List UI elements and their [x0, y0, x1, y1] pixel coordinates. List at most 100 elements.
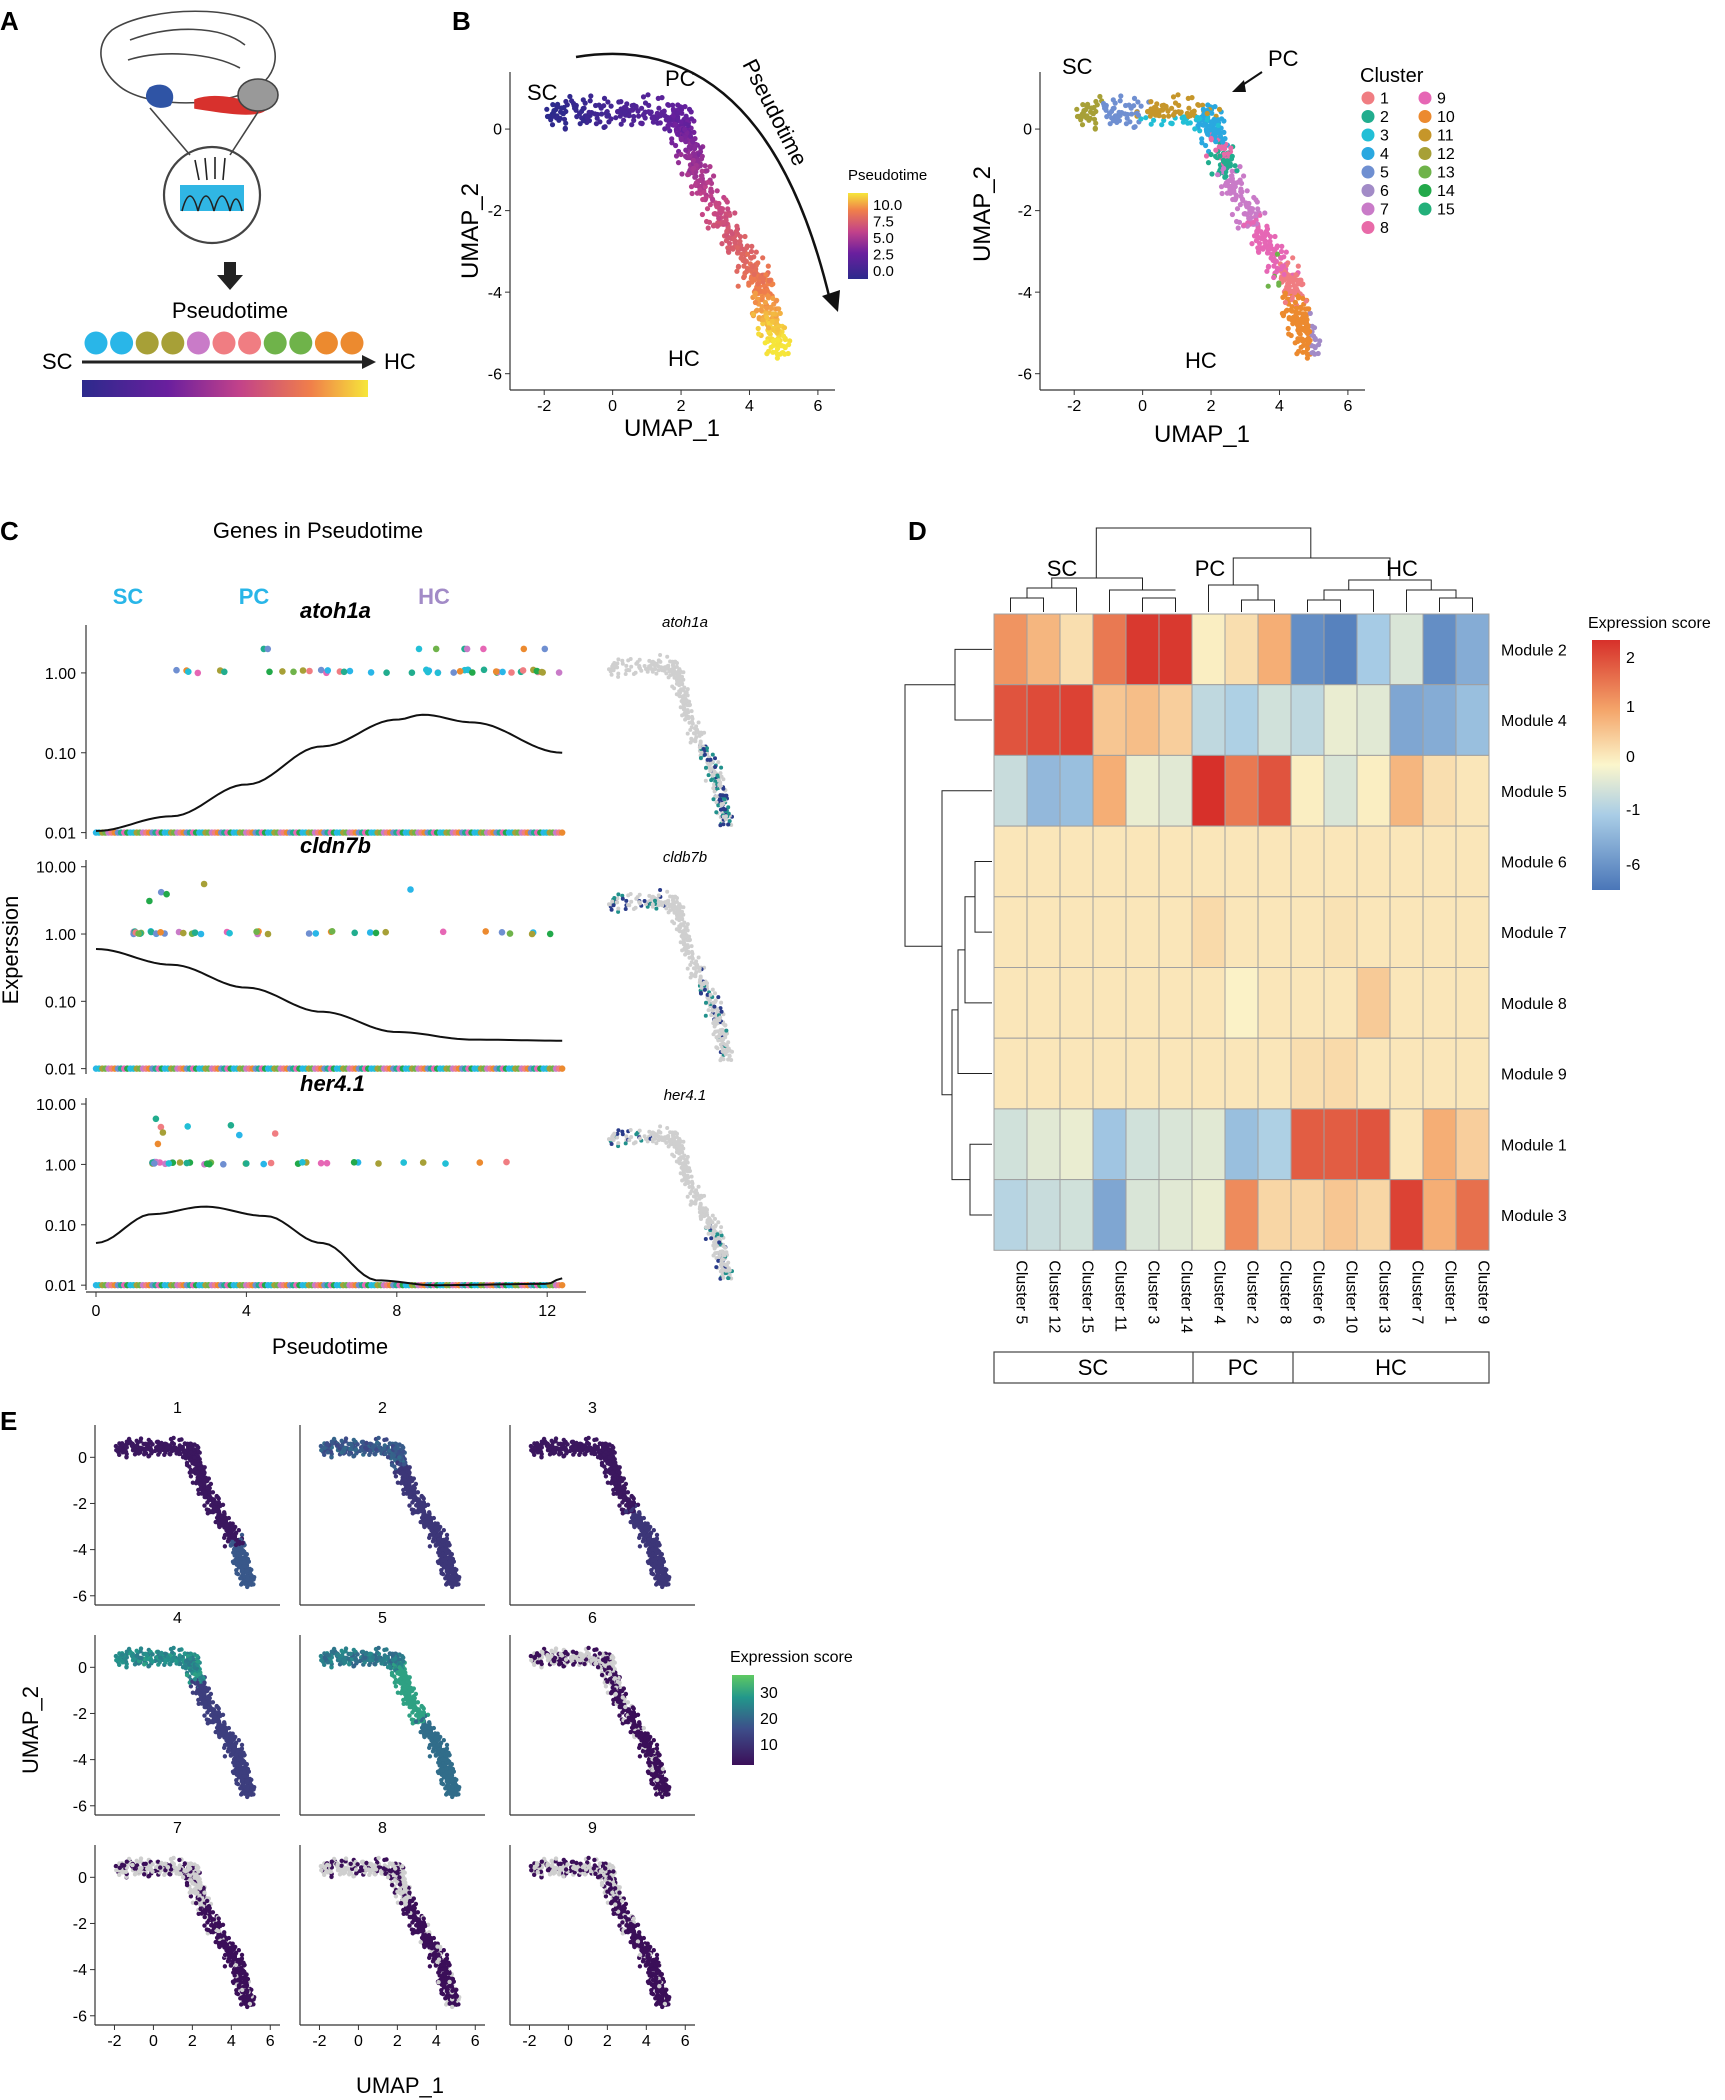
- umap-point: [586, 109, 592, 115]
- umap-point: [588, 93, 594, 99]
- column-label: Cluster 1: [1442, 1260, 1459, 1324]
- heatmap-cell: [1455, 1108, 1490, 1181]
- umap-point: [159, 1440, 164, 1446]
- legend-swatch: [1418, 147, 1432, 160]
- cell-point: [157, 929, 164, 936]
- umap-point: [1279, 243, 1285, 249]
- pc-pointer-head: [1232, 80, 1246, 92]
- mini-point: [702, 752, 707, 757]
- umap-point: [1117, 98, 1123, 104]
- umap-point: [213, 1519, 218, 1525]
- cell-point: [407, 886, 414, 893]
- umap-point: [1299, 318, 1305, 324]
- mini-point: [623, 672, 628, 676]
- mini-point: [690, 1179, 694, 1184]
- y-axis-label: UMAP_2: [969, 166, 996, 262]
- panel-b: B -2 0 2 4 60-2-4-6UMAP_1UMAP_2SCPCHCPseudot…: [452, 6, 1455, 448]
- umap-point: [329, 1439, 334, 1444]
- umap-point: [1305, 327, 1311, 333]
- legend-swatch: [1418, 128, 1432, 142]
- mini-point: [715, 1232, 720, 1237]
- umap-point: [1143, 115, 1149, 121]
- mini-point: [703, 1013, 708, 1018]
- cell-point: [312, 930, 320, 937]
- cell-type-circle: [289, 331, 313, 355]
- row-dendrogram-branch: [969, 1143, 992, 1216]
- heatmap-cell: [1125, 825, 1160, 898]
- legend-tick: 2.5: [873, 247, 894, 264]
- cell-point: [173, 666, 180, 674]
- umap-point: [1264, 223, 1270, 229]
- heatmap-cell: [993, 1179, 1028, 1251]
- row-label: Module 7: [1501, 925, 1567, 942]
- umap-point: [239, 1556, 244, 1561]
- umap-points: [544, 92, 793, 361]
- column-dendrogram-branch: [1208, 584, 1259, 612]
- umap-point: [737, 238, 743, 244]
- heatmap-cell: [1422, 825, 1457, 898]
- mini-point: [704, 765, 708, 770]
- umap-point: [1074, 113, 1081, 120]
- umap-point: [410, 1478, 415, 1484]
- cell-point: [146, 897, 153, 905]
- umap-point: [167, 1451, 172, 1457]
- umap-point: [1205, 160, 1212, 166]
- y-tick-label: 0: [493, 122, 502, 139]
- heatmap-cell: [1125, 754, 1160, 827]
- cell-point: [492, 668, 500, 675]
- umap-point: [158, 1445, 163, 1450]
- mini-point: [664, 906, 669, 911]
- umap-point: [705, 225, 711, 231]
- heatmap-cell: [1422, 754, 1457, 827]
- umap-point: [1290, 317, 1296, 323]
- umap-point: [424, 1514, 429, 1519]
- umap-point: [213, 1501, 218, 1507]
- mini-point: [656, 668, 661, 673]
- cell-point: [328, 928, 336, 935]
- mini-point: [616, 892, 621, 897]
- cell-point: [227, 1122, 235, 1129]
- mini-point: [698, 991, 703, 995]
- umap-point: [670, 106, 677, 112]
- umap-point: [400, 1444, 405, 1449]
- mini-point: [713, 1224, 718, 1229]
- umap-point: [376, 1435, 381, 1441]
- umap-point: [544, 113, 551, 120]
- mini-point: [634, 661, 639, 666]
- heatmap-cell: [1125, 967, 1160, 1039]
- umap-point: [224, 1522, 230, 1528]
- mini-point: [609, 672, 614, 677]
- mini-point: [704, 1225, 708, 1230]
- region-label-pc: PC: [1268, 46, 1299, 71]
- mini-point: [706, 1008, 711, 1013]
- cell-type-circle: [161, 331, 185, 355]
- mini-point: [721, 1021, 726, 1026]
- heatmap-cell: [1323, 1037, 1358, 1110]
- mini-point: [706, 773, 711, 778]
- umap-point: [397, 1455, 402, 1460]
- mini-point: [628, 892, 633, 896]
- umap-point: [1186, 105, 1192, 111]
- umap-point: [739, 246, 745, 252]
- legend-tick: 10.0: [873, 197, 902, 214]
- umap-point: [766, 325, 772, 331]
- umap-point: [657, 120, 663, 126]
- heatmap-cell: [1455, 1037, 1490, 1110]
- mini-point: [685, 731, 690, 736]
- mini-point: [721, 822, 726, 827]
- umap-point: [1220, 139, 1226, 145]
- mini-point: [685, 1160, 690, 1165]
- mini-point: [658, 653, 663, 657]
- row-label: Module 1: [1501, 1137, 1567, 1154]
- umap-point: [403, 1486, 408, 1492]
- cell-point: [151, 1160, 158, 1167]
- cell-point: [476, 1159, 484, 1166]
- mini-point: [714, 1045, 719, 1050]
- umap-point: [1304, 342, 1310, 348]
- umap-point: [1306, 306, 1312, 312]
- cell-type-circle: [238, 331, 262, 355]
- umap-point: [370, 1445, 376, 1450]
- umap-point: [549, 122, 556, 128]
- umap-point: [603, 1474, 609, 1479]
- legend-swatch: [1361, 165, 1375, 179]
